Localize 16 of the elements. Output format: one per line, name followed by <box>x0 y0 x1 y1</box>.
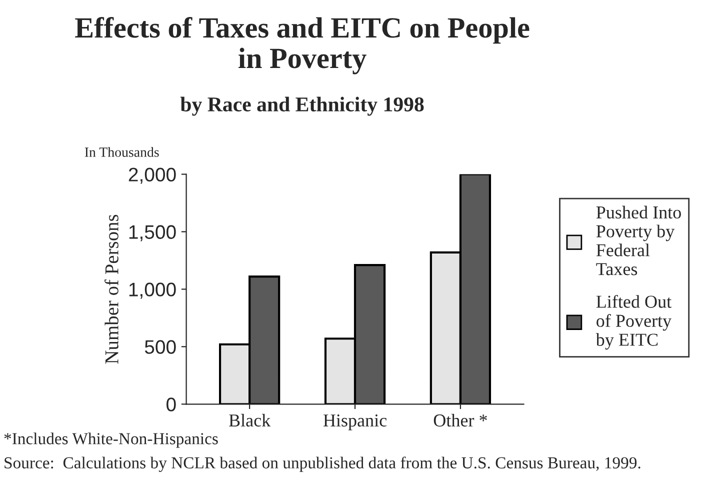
y-axis-title: Number of Persons <box>104 214 118 364</box>
legend-label: Pushed Into Poverty by Federal Taxes <box>596 206 681 276</box>
legend-label: Lifted Out of Poverty by EITC <box>596 294 672 350</box>
chart-subtitle: by Race and Ethnicity 1998 <box>180 96 424 116</box>
y-tick-label: 0 <box>166 398 176 412</box>
y-tick-label: 1,500 <box>129 225 176 242</box>
x-tick-label: Hispanic <box>323 414 387 430</box>
chart-title: Effects of Taxes and EITC on People in Poverty <box>75 16 530 74</box>
y-tick-label: 500 <box>144 340 176 354</box>
x-tick-label: Other * <box>434 414 487 427</box>
text: In Thousands <box>84 147 159 157</box>
y-tick-label: 1,000 <box>129 282 176 299</box>
y-tick-label: 2,000 <box>128 168 176 184</box>
text: *Includes White-Non-Hispanics <box>4 432 218 448</box>
source-note: Source: Calculations by NCLR based on unpublished data from the U.S. Census Bureau, 1999. <box>4 456 640 472</box>
x-tick-label: Black <box>229 414 271 427</box>
